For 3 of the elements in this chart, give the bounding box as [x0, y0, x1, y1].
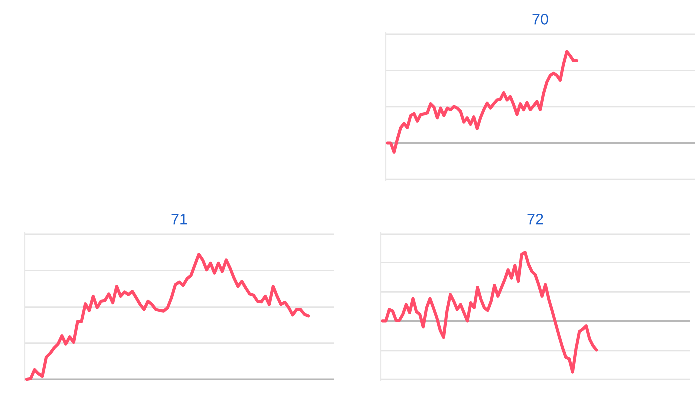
chart-title: 72: [528, 214, 544, 225]
chart-title: 70: [532, 14, 548, 25]
chart-title: 71: [172, 214, 188, 225]
